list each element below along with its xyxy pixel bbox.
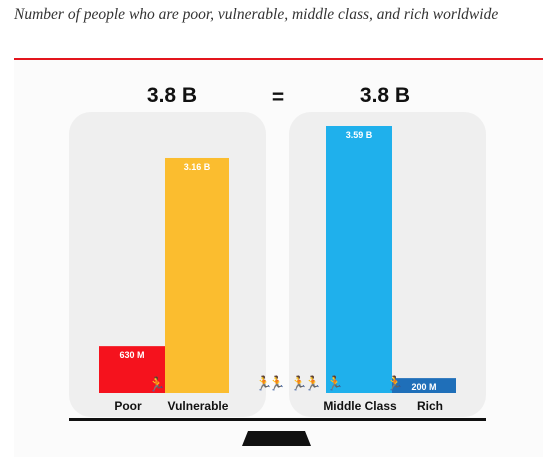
balance-beam — [69, 418, 486, 421]
red-rule — [14, 58, 543, 60]
category-label-poor: Poor — [114, 399, 142, 413]
total-label-right: 3.8 B — [360, 84, 410, 107]
bar-rich — [392, 378, 456, 393]
equals-sign: = — [272, 86, 284, 109]
running-person-icon: 🏃 — [148, 376, 165, 393]
value-label-vulnerable: 3.16 B — [184, 162, 211, 172]
bar-poor — [99, 346, 165, 393]
value-label-middle-class: 3.59 B — [346, 130, 373, 140]
balance-fulcrum-icon — [242, 431, 311, 446]
running-person-icon: 🏃 — [386, 375, 403, 392]
running-person-icon: 🏃 — [326, 375, 343, 392]
category-label-rich: Rich — [417, 399, 443, 413]
total-label-left: 3.8 B — [147, 84, 197, 107]
value-label-rich: 200 M — [411, 382, 436, 392]
running-person-icon: 🏃 — [304, 375, 321, 392]
running-person-icon: 🏃 — [290, 375, 307, 392]
running-person-icon: 🏃 — [268, 375, 285, 392]
category-label-vulnerable: Vulnerable — [168, 399, 229, 413]
bar-vulnerable — [165, 157, 229, 393]
running-person-icon: 🏃 — [255, 375, 272, 392]
value-label-poor: 630 M — [119, 350, 144, 360]
category-label-middle-class: Middle Class — [323, 399, 397, 413]
figure-caption: Number of people who are poor, vulnerabl… — [14, 6, 499, 23]
bar-middle-class — [326, 126, 392, 393]
